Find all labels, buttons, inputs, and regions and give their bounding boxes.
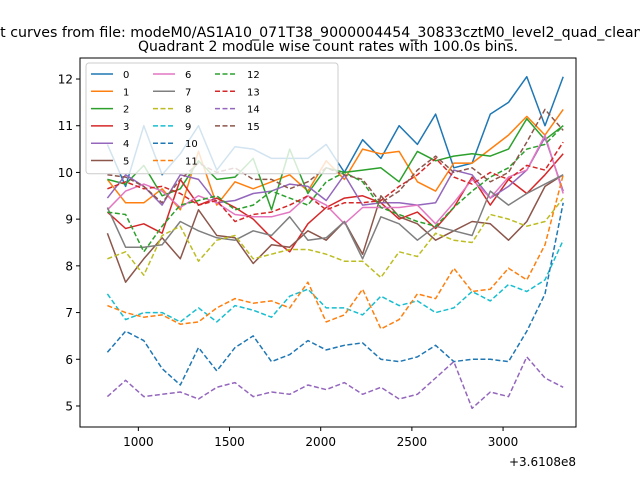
legend-label-6: 6 <box>185 70 191 81</box>
plot-area <box>106 75 564 410</box>
series-line-13 <box>107 141 564 223</box>
legend-box <box>85 62 339 175</box>
x-tick-label: 2500 <box>397 435 428 449</box>
legend-label-9: 9 <box>185 122 191 133</box>
y-tick-label: 5 <box>65 399 73 413</box>
legend-label-14: 14 <box>247 105 260 116</box>
y-tick-label: 7 <box>65 306 73 320</box>
y-tick-label: 9 <box>65 213 73 227</box>
x-tick-label: 1500 <box>214 435 245 449</box>
figure-suptitle: Light curves from file: modeM0/AS1A10_07… <box>0 25 640 41</box>
axes-frame <box>79 57 577 428</box>
legend-label-10: 10 <box>185 139 198 150</box>
series-line-11 <box>107 174 564 330</box>
x-tick-label: 1000 <box>123 435 154 449</box>
series-line-10 <box>106 202 564 386</box>
series-line-14 <box>106 356 564 410</box>
legend-label-1: 1 <box>123 87 129 98</box>
legend-label-4: 4 <box>123 139 129 150</box>
x-tick-label: 3000 <box>488 435 519 449</box>
y-tick-label: 6 <box>65 353 73 367</box>
chart-title: Quadrant 2 module wise count rates with … <box>138 39 518 55</box>
series-line-5 <box>106 174 564 283</box>
series-line-9 <box>106 239 564 323</box>
series-line-6 <box>106 134 564 225</box>
y-tick-label: 12 <box>58 73 73 87</box>
x-tick-label: 2000 <box>305 435 336 449</box>
legend-label-11: 11 <box>185 157 198 168</box>
legend-label-0: 0 <box>123 70 129 81</box>
y-tick-label: 11 <box>58 119 73 133</box>
legend-label-8: 8 <box>185 105 191 116</box>
legend-label-2: 2 <box>123 105 129 116</box>
legend-label-3: 3 <box>123 122 129 133</box>
series-line-7 <box>106 174 564 260</box>
legend-label-15: 15 <box>247 122 260 133</box>
legend-label-7: 7 <box>185 87 191 98</box>
x-axis-offset-label: +3.6108e8 <box>509 455 576 469</box>
y-tick-label: 8 <box>65 259 73 273</box>
legend-label-13: 13 <box>247 87 260 98</box>
y-axis: 5 6 7 8 9 10 11 12 <box>58 73 80 413</box>
legend-label-12: 12 <box>247 70 260 81</box>
y-tick-label: 10 <box>58 166 73 180</box>
series-line-8 <box>107 197 564 279</box>
x-axis: 1000 1500 2000 2500 3000 <box>123 427 518 449</box>
legend-label-5: 5 <box>123 157 129 168</box>
